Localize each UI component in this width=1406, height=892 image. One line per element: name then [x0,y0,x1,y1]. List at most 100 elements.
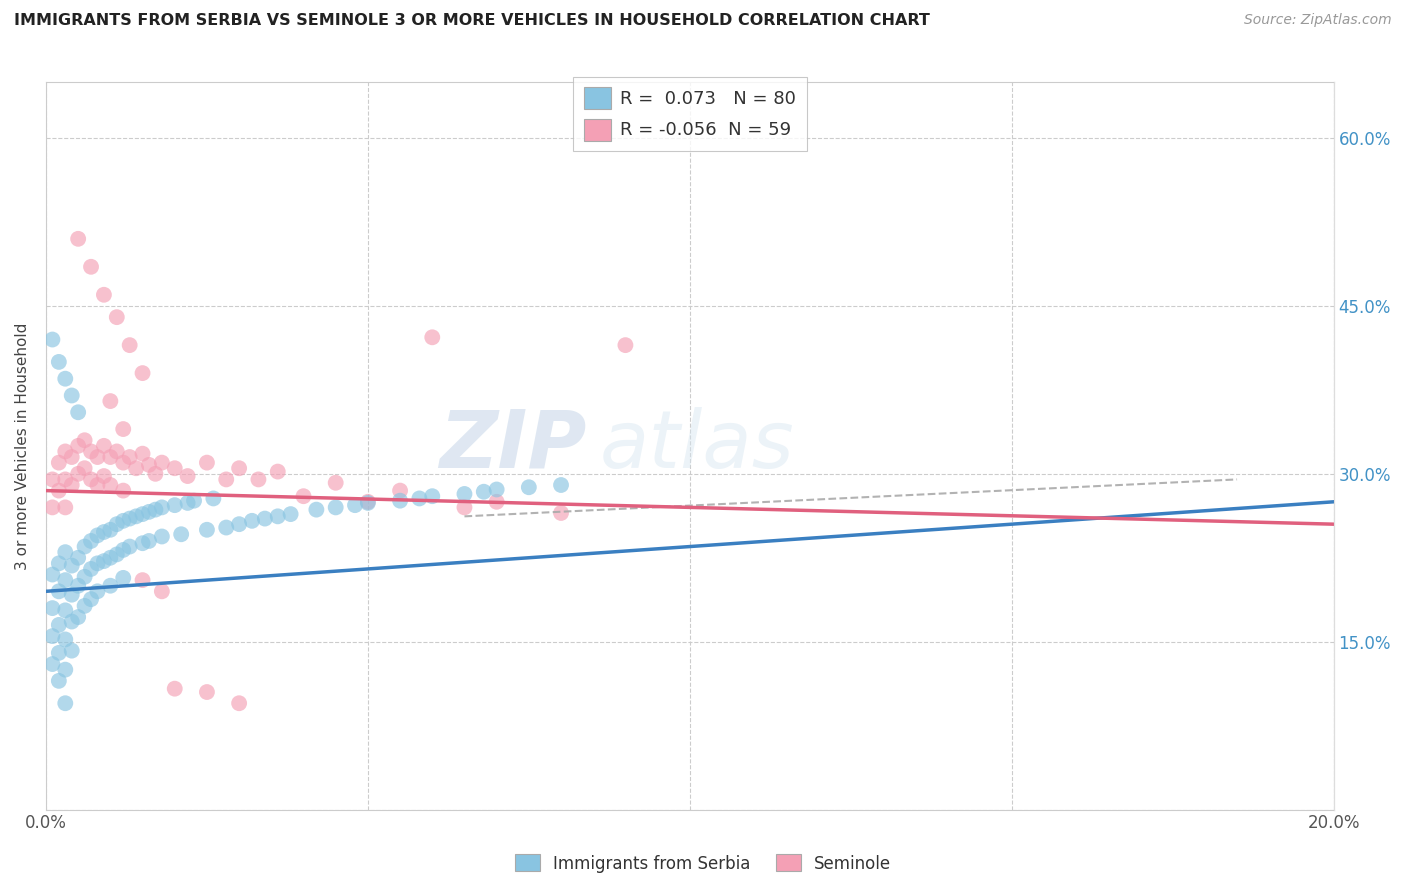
Point [292,489,315,503]
Point [86,450,108,464]
Point [485,483,508,497]
Point [86,478,108,492]
Point [53,663,76,677]
Point [138,505,160,519]
Point [67,610,90,624]
Point [53,545,76,559]
Point [93,439,115,453]
Point [150,456,173,470]
Point [112,514,135,528]
Point [73,434,96,448]
Point [48,483,70,498]
Point [105,310,128,325]
Point [60,388,83,402]
Point [267,509,290,524]
Point [60,588,83,602]
Point [48,557,70,571]
Legend: R =  0.073   N = 80, R = -0.056  N = 59: R = 0.073 N = 80, R = -0.056 N = 59 [574,77,807,152]
Point [105,444,128,458]
Point [176,469,198,483]
Point [67,467,90,481]
Point [105,517,128,532]
Point [93,554,115,568]
Point [202,491,225,506]
Point [305,502,328,516]
Point [131,573,153,587]
Point [183,493,205,508]
Point [41,601,63,615]
Point [112,542,135,557]
Point [60,615,83,629]
Point [67,550,90,565]
Point [389,483,412,498]
Point [138,458,160,472]
Point [138,533,160,548]
Point [408,491,430,506]
Point [163,498,186,512]
Point [131,447,153,461]
Point [98,394,121,409]
Point [163,681,186,696]
Point [67,439,90,453]
Point [267,465,290,479]
Point [131,366,153,380]
Point [453,487,475,501]
Point [215,520,238,534]
Point [145,467,167,481]
Point [93,287,115,301]
Point [195,685,218,699]
Point [67,579,90,593]
Point [550,478,572,492]
Point [41,629,63,643]
Point [325,500,347,515]
Point [118,450,141,464]
Point [86,528,108,542]
Y-axis label: 3 or more Vehicles in Household: 3 or more Vehicles in Household [15,322,30,569]
Text: ZIP: ZIP [440,407,586,485]
Point [48,618,70,632]
Point [280,507,302,521]
Point [98,579,121,593]
Point [131,536,153,550]
Point [41,657,63,671]
Point [53,603,76,617]
Legend: Immigrants from Serbia, Seminole: Immigrants from Serbia, Seminole [508,847,898,880]
Point [105,548,128,562]
Point [150,529,173,543]
Point [118,338,141,352]
Point [80,592,103,607]
Point [150,500,173,515]
Point [485,495,508,509]
Point [41,472,63,486]
Point [343,498,366,512]
Point [73,461,96,475]
Point [93,469,115,483]
Point [112,571,135,585]
Point [453,500,475,515]
Point [67,232,90,246]
Point [195,456,218,470]
Point [73,599,96,613]
Point [163,461,186,475]
Text: Source: ZipAtlas.com: Source: ZipAtlas.com [1244,13,1392,28]
Point [98,523,121,537]
Point [472,484,495,499]
Point [125,509,148,524]
Point [118,511,141,525]
Point [53,573,76,587]
Point [48,355,70,369]
Point [131,507,153,521]
Point [145,502,167,516]
Point [86,557,108,571]
Point [73,540,96,554]
Point [228,461,250,475]
Point [41,567,63,582]
Point [67,405,90,419]
Point [73,570,96,584]
Point [60,643,83,657]
Point [550,506,572,520]
Point [60,558,83,573]
Point [93,524,115,539]
Point [98,550,121,565]
Point [80,444,103,458]
